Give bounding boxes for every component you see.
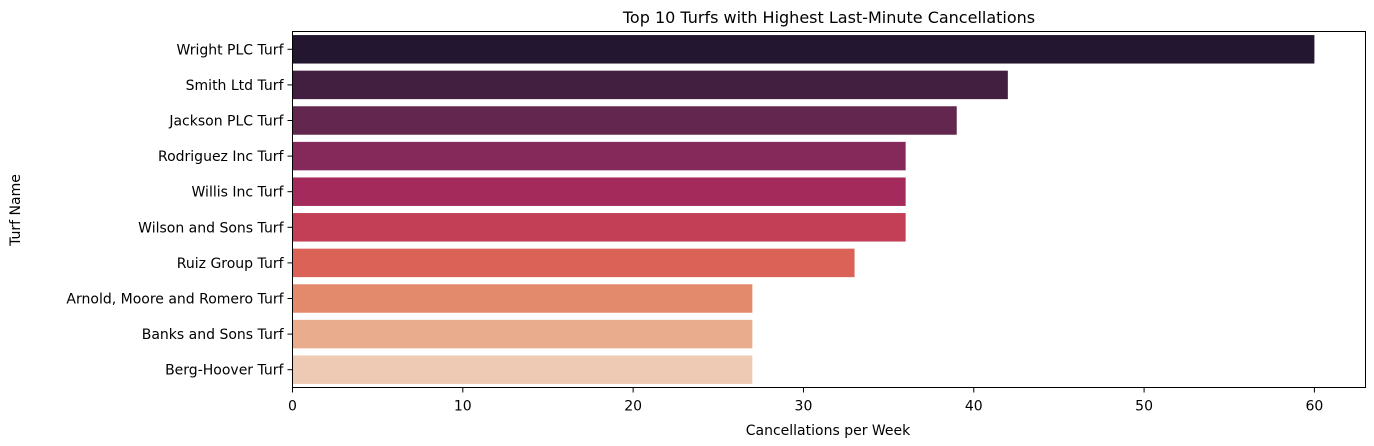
x-tick-label: 20 — [624, 399, 642, 415]
bar — [292, 35, 1315, 64]
x-tick-label: 30 — [795, 399, 813, 415]
x-axis-ticks: 0 10 20 30 40 50 60 — [288, 387, 1323, 415]
x-axis-label: Cancellations per Week — [746, 423, 911, 439]
y-tick-label: Rodriguez Inc Turf — [158, 149, 285, 165]
y-tick-label: Ruiz Group Turf — [177, 256, 285, 272]
bar — [292, 177, 906, 206]
chart-title: Top 10 Turfs with Highest Last-Minute Ca… — [622, 8, 1035, 27]
y-tick-label: Jackson PLC Turf — [168, 114, 284, 130]
bar — [292, 284, 753, 313]
plot-frame — [292, 31, 1366, 388]
y-axis-label: Turf Name — [8, 174, 24, 247]
y-axis-ticks: Wright PLC Turf Smith Ltd Turf Jackson PLC… — [66, 42, 293, 379]
bars-group — [292, 35, 1315, 384]
y-tick-label: Arnold, Moore and Romero Turf — [66, 292, 284, 308]
x-tick-label: 50 — [1135, 399, 1153, 415]
y-tick-label: Berg-Hoover Turf — [165, 363, 284, 379]
y-tick-label: Banks and Sons Turf — [142, 327, 285, 343]
y-tick-label: Willis Inc Turf — [192, 185, 285, 201]
x-tick-label: 0 — [288, 399, 297, 415]
y-tick-label: Wright PLC Turf — [176, 42, 284, 58]
y-tick-label: Smith Ltd Turf — [186, 78, 285, 94]
bar — [292, 141, 906, 171]
bar — [292, 213, 906, 242]
bar — [292, 319, 753, 349]
bar — [292, 106, 957, 135]
bar — [292, 248, 855, 278]
x-tick-label: 40 — [965, 399, 983, 415]
bar — [292, 355, 753, 384]
x-tick-label: 60 — [1305, 399, 1323, 415]
y-tick-label: Wilson and Sons Turf — [138, 220, 284, 236]
x-tick-label: 10 — [454, 399, 472, 415]
bar — [292, 70, 1008, 100]
